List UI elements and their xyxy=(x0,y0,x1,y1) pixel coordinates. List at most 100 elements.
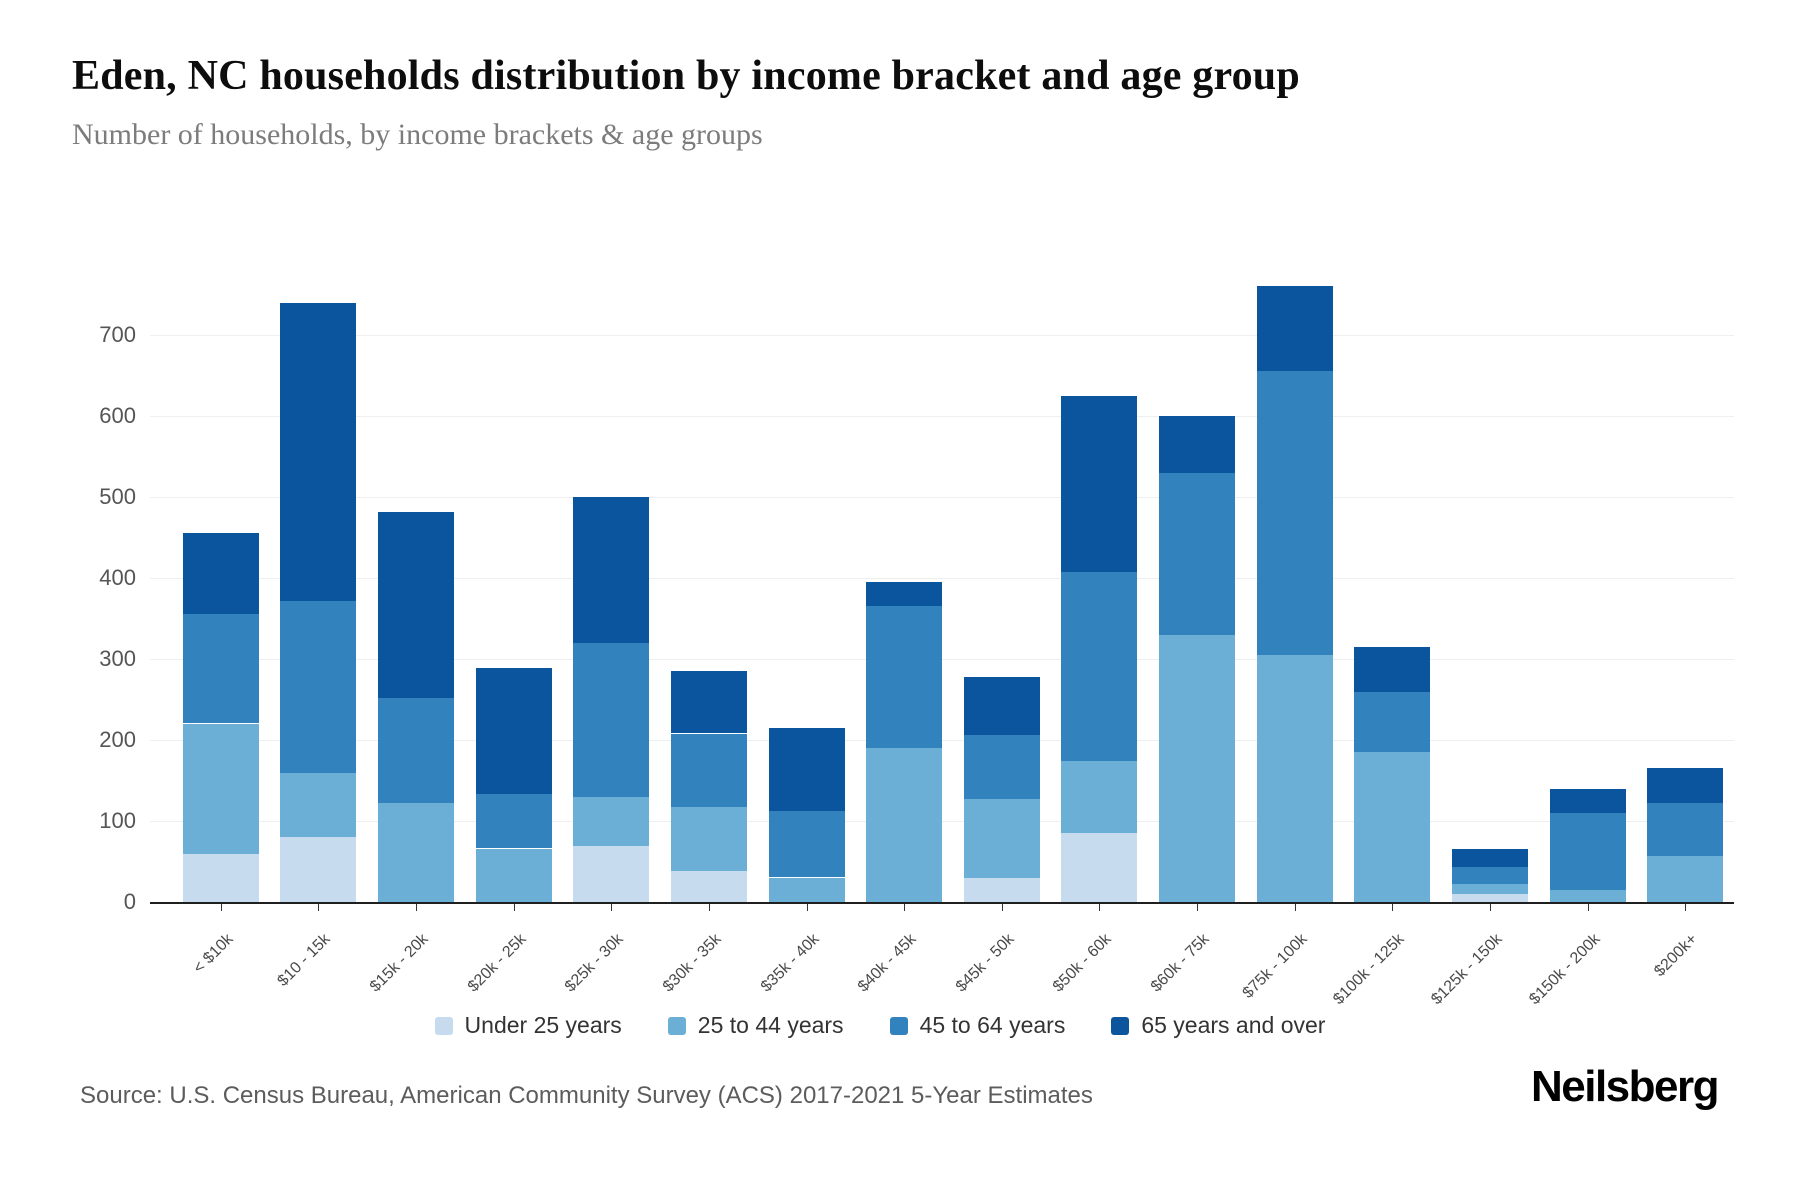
bar-segment xyxy=(1257,286,1333,371)
bar-segment xyxy=(866,606,942,748)
bar-segment xyxy=(1159,416,1235,473)
bar-segment xyxy=(671,871,747,902)
x-axis-line xyxy=(150,902,1734,904)
bar-segment xyxy=(1354,752,1430,902)
gridline-200 xyxy=(150,740,1734,741)
y-tick-label: 700 xyxy=(99,322,136,347)
x-tick xyxy=(1392,904,1393,911)
gridline-600 xyxy=(150,416,1734,417)
bar-segment xyxy=(1354,691,1430,752)
bar-segment xyxy=(573,845,649,902)
neilsberg-logo: Neilsberg xyxy=(1530,1062,1720,1111)
bar-segment xyxy=(1159,635,1235,902)
gridline-500 xyxy=(150,497,1734,498)
bar-segment xyxy=(1061,760,1137,833)
bar-segment xyxy=(671,734,747,807)
legend-swatch-icon xyxy=(434,1016,453,1035)
legend-item: 45 to 64 years xyxy=(889,1012,1066,1039)
legend-swatch-icon xyxy=(889,1016,908,1035)
x-tick xyxy=(1588,904,1589,911)
bar-segment xyxy=(1354,647,1430,692)
bar-segment xyxy=(1257,655,1333,902)
page-title: Eden, NC households distribution by inco… xyxy=(72,53,1300,99)
x-tick xyxy=(807,904,808,911)
bar-segment xyxy=(1550,789,1626,813)
source-note: Source: U.S. Census Bureau, American Com… xyxy=(80,1082,1093,1109)
bar-segment xyxy=(769,728,845,811)
bar-segment xyxy=(280,837,356,902)
y-tick-label: 400 xyxy=(99,565,136,590)
bar-segment xyxy=(1452,849,1528,867)
bar-segment xyxy=(1257,371,1333,655)
legend-swatch-icon xyxy=(667,1016,686,1035)
legend-item: Under 25 years xyxy=(434,1012,622,1039)
bar-segment xyxy=(671,671,747,733)
bar-segment xyxy=(573,643,649,797)
legend-swatch-icon xyxy=(1111,1016,1130,1035)
x-tick xyxy=(611,904,612,911)
bar-segment xyxy=(1647,803,1723,856)
bar-segment xyxy=(280,772,356,837)
bar-segment xyxy=(1647,768,1723,803)
bar-segment xyxy=(378,803,454,902)
bar-segment xyxy=(476,849,552,902)
x-tick xyxy=(1099,904,1100,911)
chart-legend: Under 25 years 25 to 44 years 45 to 64 yea… xyxy=(0,1012,1760,1039)
bar-segment xyxy=(964,878,1040,902)
bar-segment xyxy=(769,811,845,877)
bar-segment xyxy=(1550,813,1626,890)
x-tick xyxy=(904,904,905,911)
bar-segment xyxy=(378,698,454,803)
legend-label: 25 to 44 years xyxy=(697,1012,844,1038)
bar-segment xyxy=(183,533,259,614)
bar-segment xyxy=(1550,890,1626,902)
x-tick xyxy=(1295,904,1296,911)
legend-item: 65 years and over xyxy=(1111,1012,1325,1039)
y-tick-label: 200 xyxy=(99,727,136,752)
bar-segment xyxy=(280,601,356,773)
x-tick xyxy=(514,904,515,911)
gridline-100 xyxy=(150,821,1734,822)
bar-segment xyxy=(280,303,356,601)
bar-segment xyxy=(866,582,942,606)
legend-label: 45 to 64 years xyxy=(919,1012,1066,1038)
bar-segment xyxy=(1452,884,1528,894)
bar-segment xyxy=(573,797,649,846)
x-tick xyxy=(709,904,710,911)
bar-segment xyxy=(1061,833,1137,902)
bar-segment xyxy=(1061,572,1137,761)
bar-segment xyxy=(1159,473,1235,635)
y-tick-label: 100 xyxy=(99,808,136,833)
bar-segment xyxy=(378,512,454,698)
x-tick xyxy=(1685,904,1686,911)
bar-segment xyxy=(1452,894,1528,902)
y-tick-label: 500 xyxy=(99,484,136,509)
bar-segment xyxy=(866,748,942,902)
bar-segment xyxy=(183,724,259,854)
legend-item: 25 to 44 years xyxy=(667,1012,844,1039)
gridline-300 xyxy=(150,659,1734,660)
y-tick-label: 600 xyxy=(99,403,136,428)
x-tick xyxy=(416,904,417,911)
x-tick xyxy=(318,904,319,911)
bar-segment xyxy=(964,677,1040,735)
page-subtitle: Number of households, by income brackets… xyxy=(72,118,763,151)
x-tick xyxy=(1197,904,1198,911)
x-tick xyxy=(221,904,222,911)
bar-segment xyxy=(671,806,747,871)
bar-segment xyxy=(964,799,1040,878)
legend-label: 65 years and over xyxy=(1141,1012,1326,1038)
bar-segment xyxy=(964,734,1040,799)
y-tick-label: 0 xyxy=(123,889,136,914)
bar-segment xyxy=(573,497,649,643)
gridline-400 xyxy=(150,578,1734,579)
y-tick-label: 300 xyxy=(99,646,136,671)
bar-segment xyxy=(769,878,845,902)
bar-segment xyxy=(1647,856,1723,902)
bar-segment xyxy=(1452,867,1528,884)
legend-label: Under 25 years xyxy=(464,1012,622,1038)
bar-segment xyxy=(183,614,259,723)
bar-segment xyxy=(1061,396,1137,572)
